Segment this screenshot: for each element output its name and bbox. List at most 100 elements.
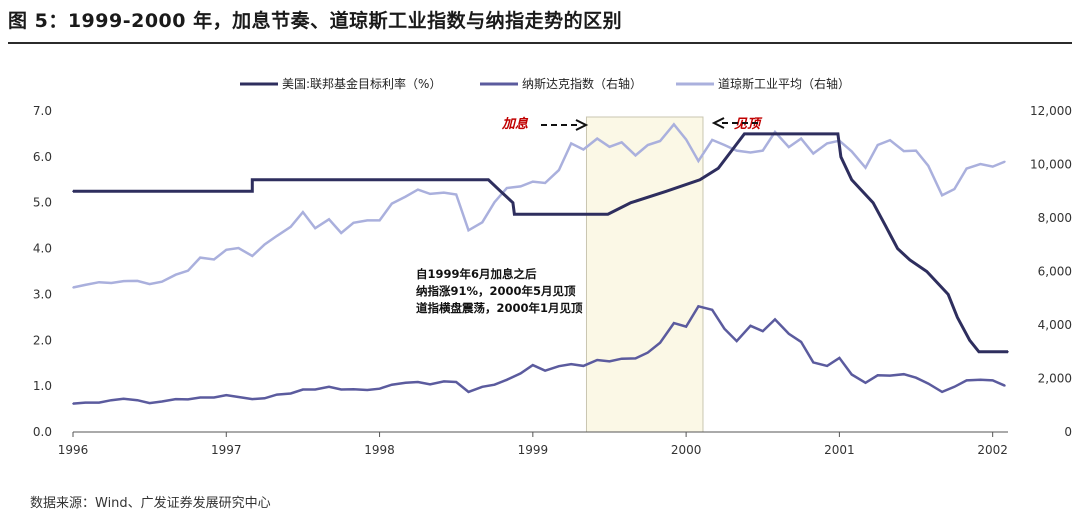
data-point (532, 364, 534, 366)
y-left-tick-label: 4.0 (33, 242, 52, 256)
x-tick-label: 2002 (977, 443, 1008, 457)
data-point (749, 325, 752, 327)
y-left-tick-label: 0.0 (33, 425, 52, 439)
data-point (429, 383, 431, 386)
highlight-band (585, 116, 704, 433)
data-point (98, 281, 100, 284)
series-1 (72, 304, 1006, 405)
legend-label: 美国:联邦基金目标利率（%） (282, 76, 441, 91)
data-point (340, 388, 343, 391)
data-point (148, 283, 151, 285)
data-point (417, 381, 419, 383)
data-point (1004, 160, 1006, 163)
data-point (570, 363, 572, 365)
data-point (122, 398, 125, 400)
data-point (276, 235, 278, 237)
source-note: 数据来源：Wind、广发证券发展研究中心 (30, 496, 271, 511)
data-point (328, 385, 330, 388)
data-point (493, 383, 496, 386)
data-point (646, 144, 649, 146)
data-point (340, 232, 343, 234)
data-point (717, 167, 720, 170)
data-point (749, 151, 752, 154)
data-point (673, 322, 675, 324)
data-point (582, 148, 585, 151)
data-point (314, 227, 316, 229)
data-point (505, 187, 508, 189)
data-point (837, 133, 839, 135)
data-point (826, 365, 828, 367)
data-point (213, 258, 215, 261)
data-point (634, 357, 637, 360)
data-point (187, 398, 189, 401)
data-point (314, 388, 316, 391)
data-point (812, 152, 815, 155)
x-tick-label: 2000 (671, 443, 702, 457)
data-point (148, 402, 151, 404)
x-tick-label: 1999 (518, 443, 549, 457)
annotation-note-line: 纳指涨91%，2000年5月见顶 (416, 284, 576, 298)
data-point (391, 202, 393, 205)
data-point (391, 383, 393, 386)
data-point (743, 133, 746, 135)
data-point (673, 123, 675, 126)
series-line (72, 304, 1006, 405)
data-point (558, 169, 560, 171)
title-divider (8, 42, 1072, 44)
data-point (378, 387, 381, 390)
data-point (237, 396, 240, 398)
data-point (289, 392, 292, 395)
y-left-tick-label: 3.0 (33, 287, 52, 301)
data-point (788, 333, 790, 335)
data-point (850, 150, 853, 153)
data-point (417, 188, 419, 191)
series-line (73, 132, 1008, 354)
y-left-tick-label: 1.0 (33, 379, 52, 393)
data-point (965, 167, 968, 170)
data-point (864, 166, 867, 169)
data-point (251, 255, 254, 257)
data-point (136, 280, 139, 282)
legend-item: 美国:联邦基金目标利率（%） (240, 76, 441, 91)
data-point (902, 373, 905, 376)
series-0 (72, 132, 1009, 354)
data-point (429, 193, 431, 195)
legend-item: 纳斯达克指数（右轴） (480, 76, 642, 91)
data-point (607, 213, 609, 215)
label-rate-hike: 加息 (501, 116, 529, 132)
data-point (199, 256, 202, 259)
data-point (161, 280, 163, 283)
data-point (366, 389, 369, 391)
data-point (723, 144, 726, 146)
data-point (850, 373, 853, 376)
x-tick-label: 2001 (824, 443, 855, 457)
data-point (582, 365, 585, 367)
highlight-band-layer (585, 116, 704, 433)
data-point (774, 131, 776, 133)
data-point (136, 399, 139, 401)
data-point (761, 149, 764, 152)
annotation-note-line: 自1999年6月加息之后 (416, 267, 537, 281)
y-right-tick-label: 2,000 (1038, 372, 1072, 386)
data-point (800, 341, 802, 343)
data-point (909, 259, 911, 261)
data-point (213, 396, 215, 399)
data-point (84, 284, 87, 286)
data-point (558, 365, 560, 367)
data-point (864, 381, 867, 384)
data-point (608, 360, 611, 363)
data-point (876, 144, 879, 146)
data-point (174, 273, 177, 276)
data-point (544, 369, 546, 372)
data-point (225, 249, 228, 251)
data-point (110, 399, 113, 401)
data-point (481, 221, 484, 224)
data-point (991, 165, 994, 168)
y-right-tick-label: 8,000 (1038, 211, 1072, 225)
y-left-tick-label: 7.0 (33, 104, 52, 118)
data-point (685, 325, 687, 328)
data-point (608, 146, 611, 148)
data-point (84, 401, 87, 404)
data-point (544, 182, 546, 184)
data-point (896, 247, 899, 250)
